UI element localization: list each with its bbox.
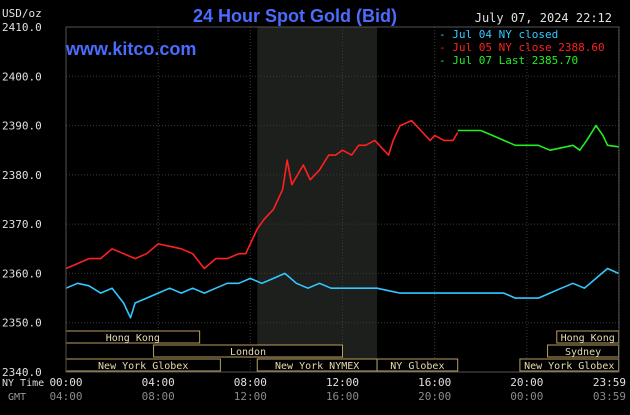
x-tick-label-gmt: 20:00 [418, 390, 451, 403]
x-tick-label-ny: 00:00 [49, 376, 82, 389]
x-tick-label-gmt: 00:00 [510, 390, 543, 403]
series-line-1 [65, 119, 459, 270]
legend-entry: - Jul 05 NY close 2388.60 [439, 41, 605, 54]
y-tick-label: 2360.0 [2, 267, 42, 280]
y-tick-label: 2410.0 [2, 21, 42, 34]
x-tick-label-ny: 12:00 [326, 376, 359, 389]
x-tick-label-ny: 23:59 [593, 376, 626, 389]
session-label: London [230, 347, 266, 358]
plot-frame [65, 26, 620, 373]
timestamp-label: July 07, 2024 22:12 [475, 11, 612, 25]
session-label: Sydney [565, 347, 601, 358]
x-tick-label-gmt: 03:59 [593, 390, 626, 403]
x-tick-label-gmt: 12:00 [234, 390, 267, 403]
y-tick-label: 2390.0 [2, 120, 42, 133]
legend-entry: - Jul 04 NY closed [439, 28, 558, 41]
nymex-session-shade [257, 27, 378, 372]
legend-entry: - Jul 07 Last 2385.70 [439, 54, 578, 67]
x-tick-label-ny: 16:00 [418, 376, 451, 389]
session-bar [153, 344, 343, 358]
y-tick-label: 2350.0 [2, 317, 42, 330]
brand-watermark: www.kitco.com [65, 39, 196, 59]
y-tick-label: 2400.0 [2, 70, 42, 83]
chart-title: 24 Hour Spot Gold (Bid) [193, 6, 397, 26]
session-label: New York Globex [98, 361, 188, 372]
y-tick-label: 2370.0 [2, 218, 42, 231]
ny-time-label: NY Time [2, 378, 44, 389]
gmt-label: GMT [8, 392, 26, 403]
session-label: Hong Kong [106, 333, 160, 344]
session-label: New York NYMEX [275, 361, 359, 372]
x-tick-label-ny: 20:00 [510, 376, 543, 389]
session-label: New York Globex [524, 361, 614, 372]
x-tick-label-ny: 04:00 [142, 376, 175, 389]
y-tick-label: 2380.0 [2, 169, 42, 182]
x-tick-label-gmt: 08:00 [142, 390, 175, 403]
session-label: NY Globex [390, 361, 444, 372]
y-tick-label: 2340.0 [2, 366, 42, 379]
x-tick-label-ny: 08:00 [234, 376, 267, 389]
legend: - Jul 04 NY closed- Jul 05 NY close 2388… [439, 28, 605, 67]
unit-label: USD/oz [2, 7, 42, 20]
series-line-0 [65, 267, 619, 319]
x-tick-label-gmt: 04:00 [49, 390, 82, 403]
x-tick-label-gmt: 16:00 [326, 390, 359, 403]
session-bar [376, 358, 459, 372]
series-line-2 [457, 124, 619, 151]
session-label: Hong Kong [561, 333, 615, 344]
